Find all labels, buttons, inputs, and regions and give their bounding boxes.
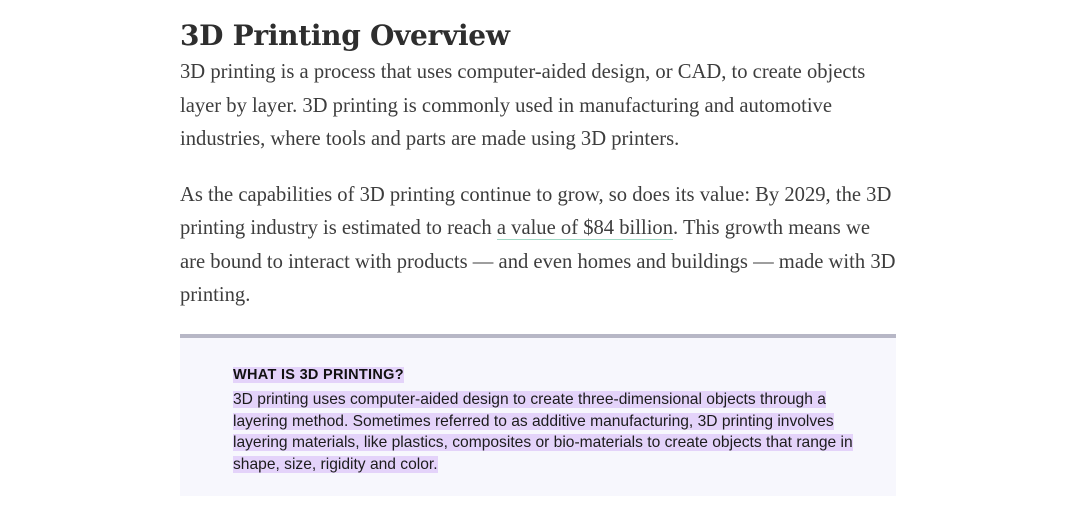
callout-content: WHAT IS 3D PRINTING? 3D printing uses co… (233, 364, 853, 475)
page-title: 3D Printing Overview (180, 19, 510, 52)
intro-paragraph: 3D printing is a process that uses compu… (180, 61, 866, 150)
definition-callout: WHAT IS 3D PRINTING? 3D printing uses co… (180, 334, 896, 496)
callout-heading: WHAT IS 3D PRINTING? (233, 364, 853, 386)
article: 3D Printing Overview 3D printing is a pr… (180, 16, 896, 313)
callout-heading-text: WHAT IS 3D PRINTING? (233, 367, 404, 383)
market-value-link[interactable]: a value of $84 billion (496, 217, 674, 240)
value-paragraph-text-before: As the capabilities of 3D printing conti… (180, 183, 892, 240)
callout-body: 3D printing uses computer-aided design t… (233, 389, 853, 475)
callout-body-text: 3D printing uses computer-aided design t… (233, 391, 853, 473)
value-paragraph-text-after: . This growth means we are bound to inte… (180, 217, 896, 306)
value-paragraph: As the capabilities of 3D printing conti… (180, 179, 896, 313)
